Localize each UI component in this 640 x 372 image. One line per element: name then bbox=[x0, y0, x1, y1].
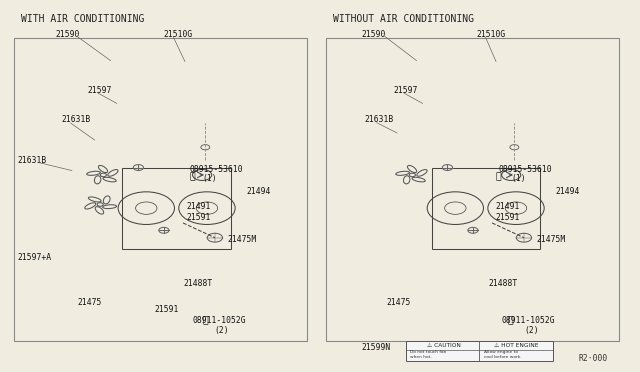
Text: 21590: 21590 bbox=[56, 30, 80, 39]
Text: ⚠ CAUTION: ⚠ CAUTION bbox=[426, 343, 460, 348]
Text: 21475M: 21475M bbox=[228, 235, 257, 244]
Text: R2·000: R2·000 bbox=[578, 354, 607, 363]
Text: 21597: 21597 bbox=[88, 86, 112, 94]
Text: 21475: 21475 bbox=[78, 298, 102, 307]
Text: (2): (2) bbox=[524, 326, 538, 335]
FancyBboxPatch shape bbox=[406, 341, 552, 361]
Text: 21597+A: 21597+A bbox=[17, 253, 51, 263]
Text: Ⓦ: Ⓦ bbox=[189, 172, 195, 181]
Text: 08915-53610: 08915-53610 bbox=[499, 165, 552, 174]
Text: (2): (2) bbox=[215, 326, 230, 335]
Text: Ⓦ: Ⓦ bbox=[495, 172, 501, 181]
Text: 21597: 21597 bbox=[394, 86, 418, 94]
Text: 08911-1052G: 08911-1052G bbox=[193, 316, 246, 325]
Text: Ⓝ: Ⓝ bbox=[202, 316, 208, 325]
Text: 21491: 21491 bbox=[186, 202, 211, 211]
Text: 21475M: 21475M bbox=[537, 235, 566, 244]
Bar bbox=[431, 167, 540, 249]
Text: Allow engine to
cool before work.: Allow engine to cool before work. bbox=[484, 350, 522, 359]
Text: 08911-1052G: 08911-1052G bbox=[502, 316, 556, 325]
Text: 21491: 21491 bbox=[495, 202, 520, 211]
Text: 08915-53610: 08915-53610 bbox=[189, 165, 243, 174]
Text: ⚠ HOT ENGINE: ⚠ HOT ENGINE bbox=[494, 343, 538, 348]
Text: (1): (1) bbox=[511, 174, 526, 183]
Text: 21591: 21591 bbox=[495, 213, 520, 222]
Text: 21510G: 21510G bbox=[164, 30, 193, 39]
Text: 21488T: 21488T bbox=[489, 279, 518, 288]
Text: 21590: 21590 bbox=[362, 30, 386, 39]
Text: 21631B: 21631B bbox=[62, 115, 91, 124]
Text: WITHOUT AIR CONDITIONING: WITHOUT AIR CONDITIONING bbox=[333, 13, 474, 23]
Text: (1): (1) bbox=[202, 174, 217, 183]
Text: 21631B: 21631B bbox=[17, 155, 47, 165]
Text: 21494: 21494 bbox=[556, 187, 580, 196]
Text: 21591: 21591 bbox=[186, 213, 211, 222]
Text: 21488T: 21488T bbox=[183, 279, 212, 288]
Text: 21631B: 21631B bbox=[365, 115, 394, 124]
Text: 21475: 21475 bbox=[387, 298, 412, 307]
Text: Ⓝ: Ⓝ bbox=[508, 316, 514, 325]
Text: 21494: 21494 bbox=[246, 187, 271, 196]
Bar bbox=[122, 167, 231, 249]
Text: Do not touch fan
when hot.: Do not touch fan when hot. bbox=[410, 350, 447, 359]
Text: WITH AIR CONDITIONING: WITH AIR CONDITIONING bbox=[20, 13, 144, 23]
Text: 21591: 21591 bbox=[154, 305, 179, 314]
Text: 21599N: 21599N bbox=[362, 343, 390, 352]
Text: 21510G: 21510G bbox=[476, 30, 506, 39]
